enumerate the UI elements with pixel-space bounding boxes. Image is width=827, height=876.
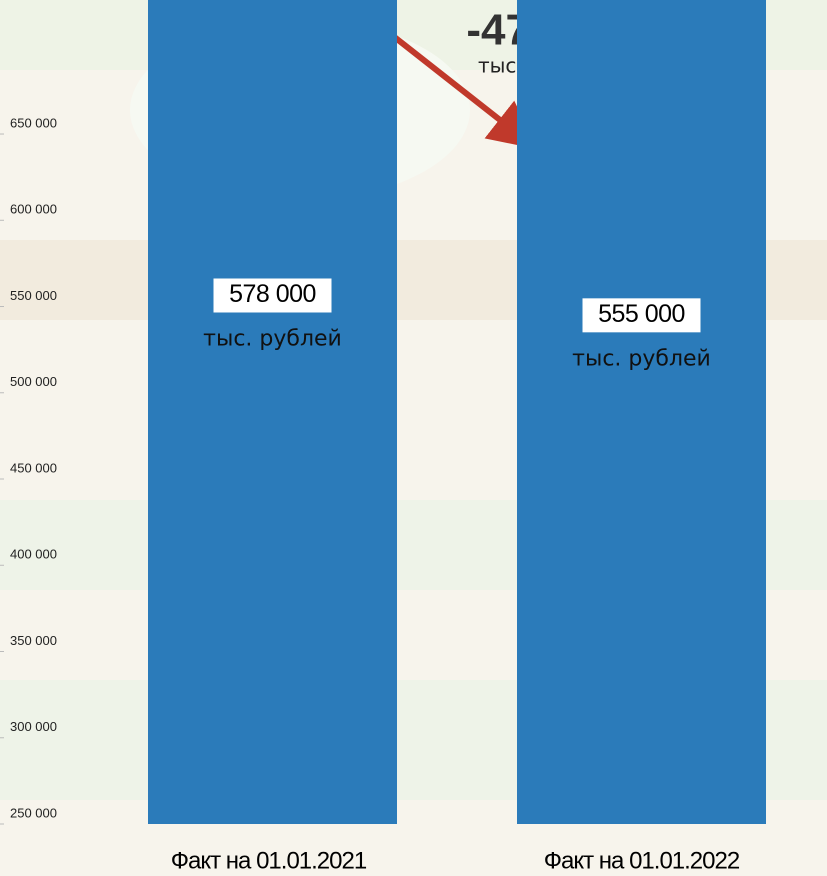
value-label-box bbox=[582, 298, 701, 333]
x-tick-label: Факт на 01.01.2022 bbox=[544, 847, 740, 874]
value-label: 578 000 bbox=[229, 280, 316, 308]
y-tick-label: 350 000 bbox=[10, 633, 57, 648]
y-tick-label: 450 000 bbox=[10, 460, 57, 475]
y-tick-label: 250 000 bbox=[10, 805, 57, 820]
x-tick-label: Факт на 01.01.2021 bbox=[171, 847, 367, 874]
y-tick-label: 650 000 bbox=[10, 115, 57, 130]
y-tick-label: 550 000 bbox=[10, 288, 57, 303]
y-tick-label: 300 000 bbox=[10, 719, 57, 734]
y-tick-label: 600 000 bbox=[10, 202, 57, 217]
change-arrow bbox=[386, 29, 538, 150]
unit-label: тыс. рублей bbox=[203, 326, 342, 351]
bar-segment bbox=[517, 0, 766, 824]
y-tick-label: 400 000 bbox=[10, 547, 57, 562]
bar-segment bbox=[148, 0, 397, 824]
unit-label: тыс. рублей bbox=[572, 346, 711, 371]
value-label-box bbox=[213, 278, 332, 313]
value-label: 555 000 bbox=[598, 300, 685, 328]
y-tick-label: 500 000 bbox=[10, 374, 57, 389]
